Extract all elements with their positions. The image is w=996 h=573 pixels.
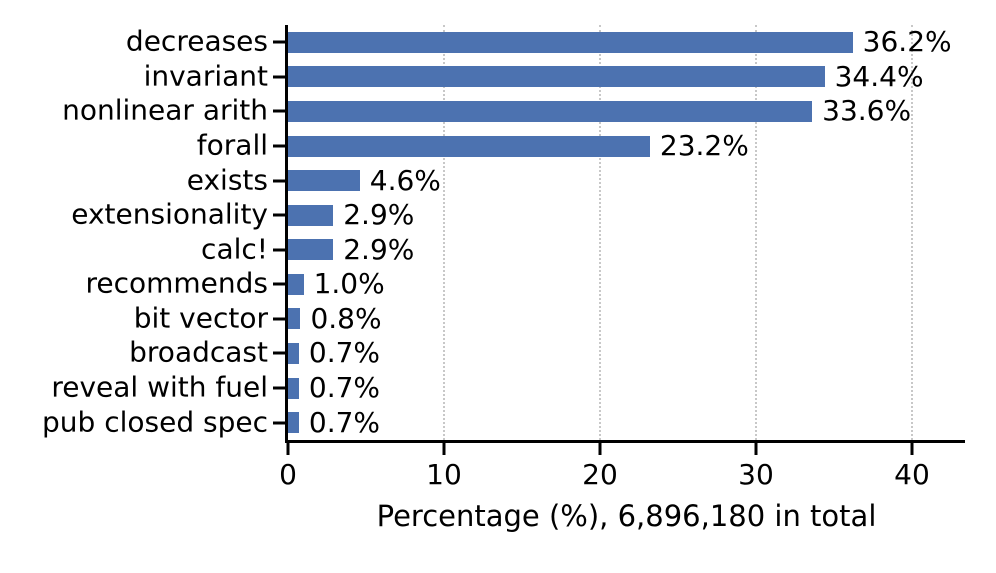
bar-row: recommends 1.0% xyxy=(85,267,965,302)
y-tick-mark xyxy=(273,317,285,321)
vertical-gridline xyxy=(910,25,913,440)
category-label: invariant xyxy=(143,59,268,93)
y-tick-mark xyxy=(273,179,285,183)
category-label: broadcast xyxy=(129,336,268,370)
bar-row: exists 4.6% xyxy=(187,163,965,198)
bar-row: extensionality 2.9% xyxy=(71,198,965,233)
bar-row: decreases 36.2% xyxy=(126,25,965,60)
bar-value-label: 0.8% xyxy=(310,301,382,335)
category-label: recommends xyxy=(85,266,268,300)
category-label: calc! xyxy=(201,232,268,266)
x-tick-label: 20 xyxy=(582,458,618,491)
category-label: decreases xyxy=(125,24,268,58)
category-label: reveal with fuel xyxy=(51,370,268,404)
x-tick-mark xyxy=(286,443,290,455)
bar xyxy=(288,204,334,226)
x-tick-mark xyxy=(598,443,602,455)
y-tick-mark xyxy=(273,351,285,355)
vertical-gridline xyxy=(598,25,601,440)
bar xyxy=(288,31,853,53)
bar-value-label: 2.9% xyxy=(343,198,415,232)
y-tick-mark xyxy=(273,75,285,79)
x-tick-label: 40 xyxy=(894,458,930,491)
x-tick-mark xyxy=(754,443,758,455)
gridlines xyxy=(288,25,965,440)
bar-value-label: 33.6% xyxy=(822,94,912,128)
bar-row: forall 23.2% xyxy=(197,129,965,164)
bar-value-label: 34.4% xyxy=(834,59,924,93)
vertical-gridline xyxy=(754,25,757,440)
bar xyxy=(288,100,813,122)
category-label: pub closed spec xyxy=(42,405,268,439)
bar-row: bit vector 0.8% xyxy=(134,301,965,337)
bar-row: reveal with fuel 0.7% xyxy=(51,371,965,406)
y-tick-mark xyxy=(273,282,285,286)
bar-value-label: 23.2% xyxy=(659,129,749,163)
bar xyxy=(288,377,299,399)
bar-rows: decreases 36.2% invariant 34.4% nonlinea… xyxy=(42,25,965,440)
plot-area: decreases 36.2% invariant 34.4% nonlinea… xyxy=(42,25,965,531)
bar-row: nonlinear arith 33.6% xyxy=(62,94,965,129)
y-tick-mark xyxy=(273,213,285,217)
bar xyxy=(288,273,304,295)
y-tick-mark xyxy=(273,386,285,390)
x-tick-mark xyxy=(910,443,914,455)
bar-value-label: 0.7% xyxy=(308,405,381,439)
x-tick-label: 0 xyxy=(279,458,297,491)
bar xyxy=(288,239,334,261)
bar-value-label: 4.6% xyxy=(369,163,441,197)
y-tick-mark xyxy=(273,40,285,44)
x-tick-label: 10 xyxy=(426,458,462,491)
x-tick-mark xyxy=(442,443,446,455)
bar-value-label: 2.9% xyxy=(343,232,415,266)
vertical-gridline xyxy=(442,25,445,440)
bar-row: broadcast 0.7% xyxy=(129,336,965,371)
bar xyxy=(288,308,301,330)
bar xyxy=(288,170,360,192)
category-label: nonlinear arith xyxy=(62,94,268,128)
category-label: exists xyxy=(186,163,268,197)
bar-row: invariant 34.4% xyxy=(144,59,965,95)
bar-value-label: 36.2% xyxy=(862,25,952,59)
bar xyxy=(288,135,650,157)
x-tick-label: 30 xyxy=(738,458,774,491)
category-label: bit vector xyxy=(133,301,268,335)
bar-row: calc! 2.9% xyxy=(201,232,965,267)
y-tick-mark xyxy=(273,248,285,252)
bar-value-label: 0.7% xyxy=(308,336,381,370)
y-tick-mark xyxy=(273,421,285,425)
bar-row: pub closed spec 0.7% xyxy=(42,405,965,440)
bar xyxy=(288,342,299,364)
bar-value-label: 1.0% xyxy=(313,267,385,301)
bar xyxy=(288,412,299,434)
x-axis-label: Percentage (%), 6,896,180 in total xyxy=(376,499,877,533)
bar-value-label: 0.7% xyxy=(308,371,381,405)
category-label: extensionality xyxy=(71,197,268,231)
y-tick-mark xyxy=(273,144,285,148)
y-tick-mark xyxy=(273,109,285,113)
category-label: forall xyxy=(196,128,268,162)
bar xyxy=(288,66,825,88)
